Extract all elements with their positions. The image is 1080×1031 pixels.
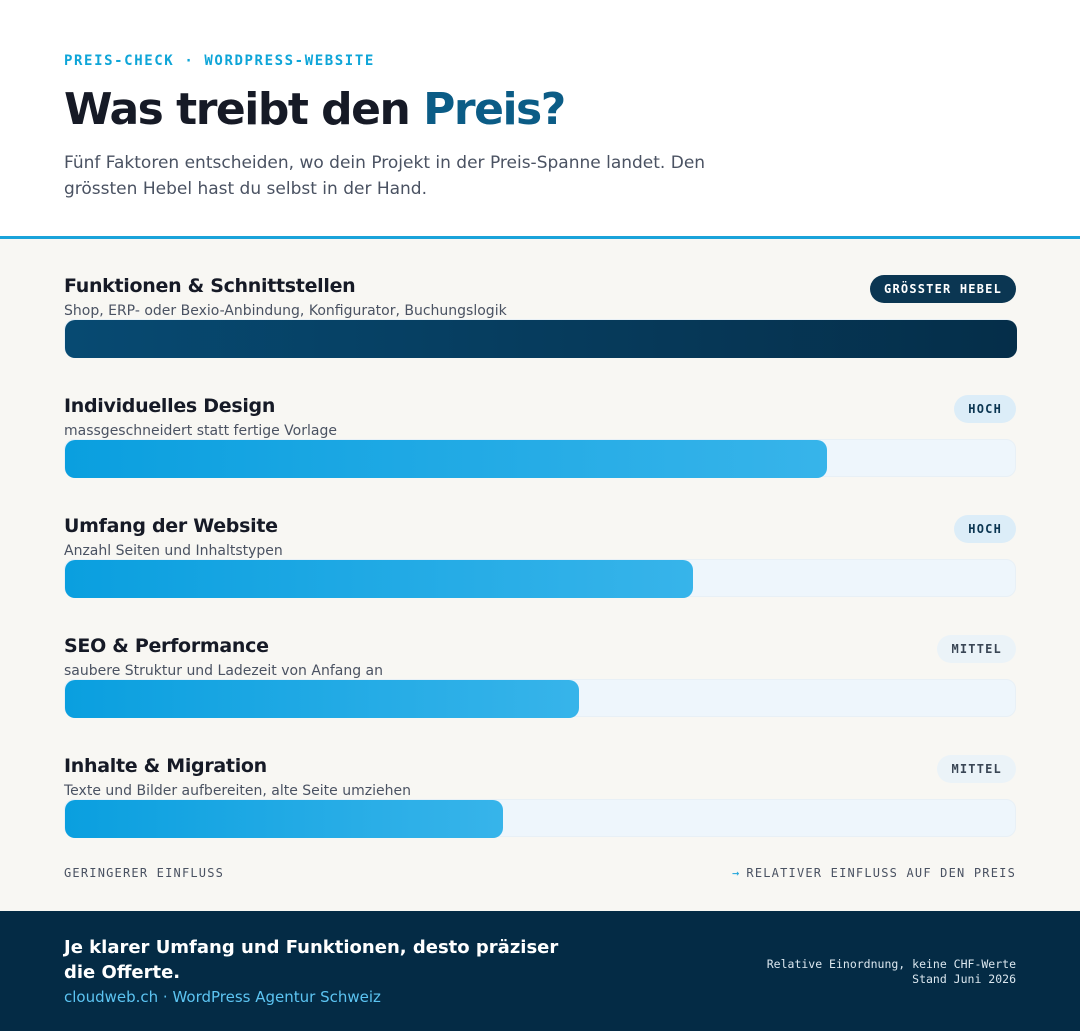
factor-description: Texte und Bilder aufbereiten, alte Seite…	[64, 783, 411, 799]
bar-track	[64, 319, 1017, 358]
header-divider	[0, 236, 1080, 239]
bar-track	[64, 439, 1016, 478]
factor-name: Funktionen & Schnittstellen	[64, 275, 356, 297]
eyebrow: PREIS-CHECK · WORDPRESS-WEBSITE	[64, 53, 375, 69]
footer-meta-line: Stand Juni 2026	[912, 972, 1016, 986]
impact-bar	[65, 800, 503, 838]
title-main: Was treibt den	[64, 84, 424, 135]
impact-badge: HOCH	[954, 395, 1016, 423]
impact-bar	[65, 440, 827, 478]
page-title: Was treibt den Preis?	[64, 84, 566, 135]
factor-name: SEO & Performance	[64, 635, 269, 657]
factor-row: SEO & Performance saubere Struktur und L…	[64, 635, 1016, 745]
factor-name: Inhalte & Migration	[64, 755, 267, 777]
factor-row: Inhalte & Migration Texte und Bilder auf…	[64, 755, 1016, 865]
bar-track	[64, 799, 1016, 838]
factor-chart: Funktionen & Schnittstellen Shop, ERP- o…	[0, 239, 1080, 911]
footer-meta-line: Relative Einordnung, keine CHF-Werte	[766, 957, 1016, 971]
factor-description: saubere Struktur und Ladezeit von Anfang…	[64, 663, 383, 679]
factor-name: Umfang der Website	[64, 515, 278, 537]
bar-track	[64, 559, 1016, 598]
impact-badge: MITTEL	[937, 755, 1016, 783]
header: PREIS-CHECK · WORDPRESS-WEBSITE Was trei…	[0, 0, 1080, 236]
page-subtitle: Fünf Faktoren entscheiden, wo dein Proje…	[64, 153, 706, 199]
factor-description: massgeschneidert statt fertige Vorlage	[64, 423, 337, 439]
impact-bar	[65, 320, 1017, 358]
impact-badge: HOCH	[954, 515, 1016, 543]
title-accent: Preis?	[423, 84, 566, 135]
factor-description: Shop, ERP- oder Bexio-Anbindung, Konfigu…	[64, 303, 507, 319]
factor-description: Anzahl Seiten und Inhaltstypen	[64, 543, 283, 559]
impact-badge: GRÖSSTER HEBEL	[870, 275, 1016, 303]
factor-row: Individuelles Design massgeschneidert st…	[64, 395, 1016, 505]
impact-bar	[65, 680, 579, 718]
footer-meta: Relative Einordnung, keine CHF-Werte Sta…	[767, 957, 1016, 987]
footer-link[interactable]: cloudweb.ch · WordPress Agentur Schweiz	[64, 988, 381, 1006]
impact-bar	[65, 560, 693, 598]
footer-headline: Je klarer Umfang und Funktionen, desto p…	[64, 937, 559, 983]
factor-row: Umfang der Website Anzahl Seiten und Inh…	[64, 515, 1016, 625]
factor-row: Funktionen & Schnittstellen Shop, ERP- o…	[64, 275, 1017, 385]
axis-right-text: RELATIVER EINFLUSS AUF DEN PREIS	[746, 866, 1016, 880]
arrow-right-icon: →	[731, 866, 741, 880]
impact-badge: MITTEL	[937, 635, 1016, 663]
axis-right-label: → RELATIVER EINFLUSS AUF DEN PREIS	[732, 866, 1016, 880]
factor-name: Individuelles Design	[64, 395, 276, 417]
bar-track	[64, 679, 1016, 718]
axis-left-label: GERINGERER EINFLUSS	[64, 866, 225, 880]
footer: Je klarer Umfang und Funktionen, desto p…	[0, 911, 1080, 1031]
